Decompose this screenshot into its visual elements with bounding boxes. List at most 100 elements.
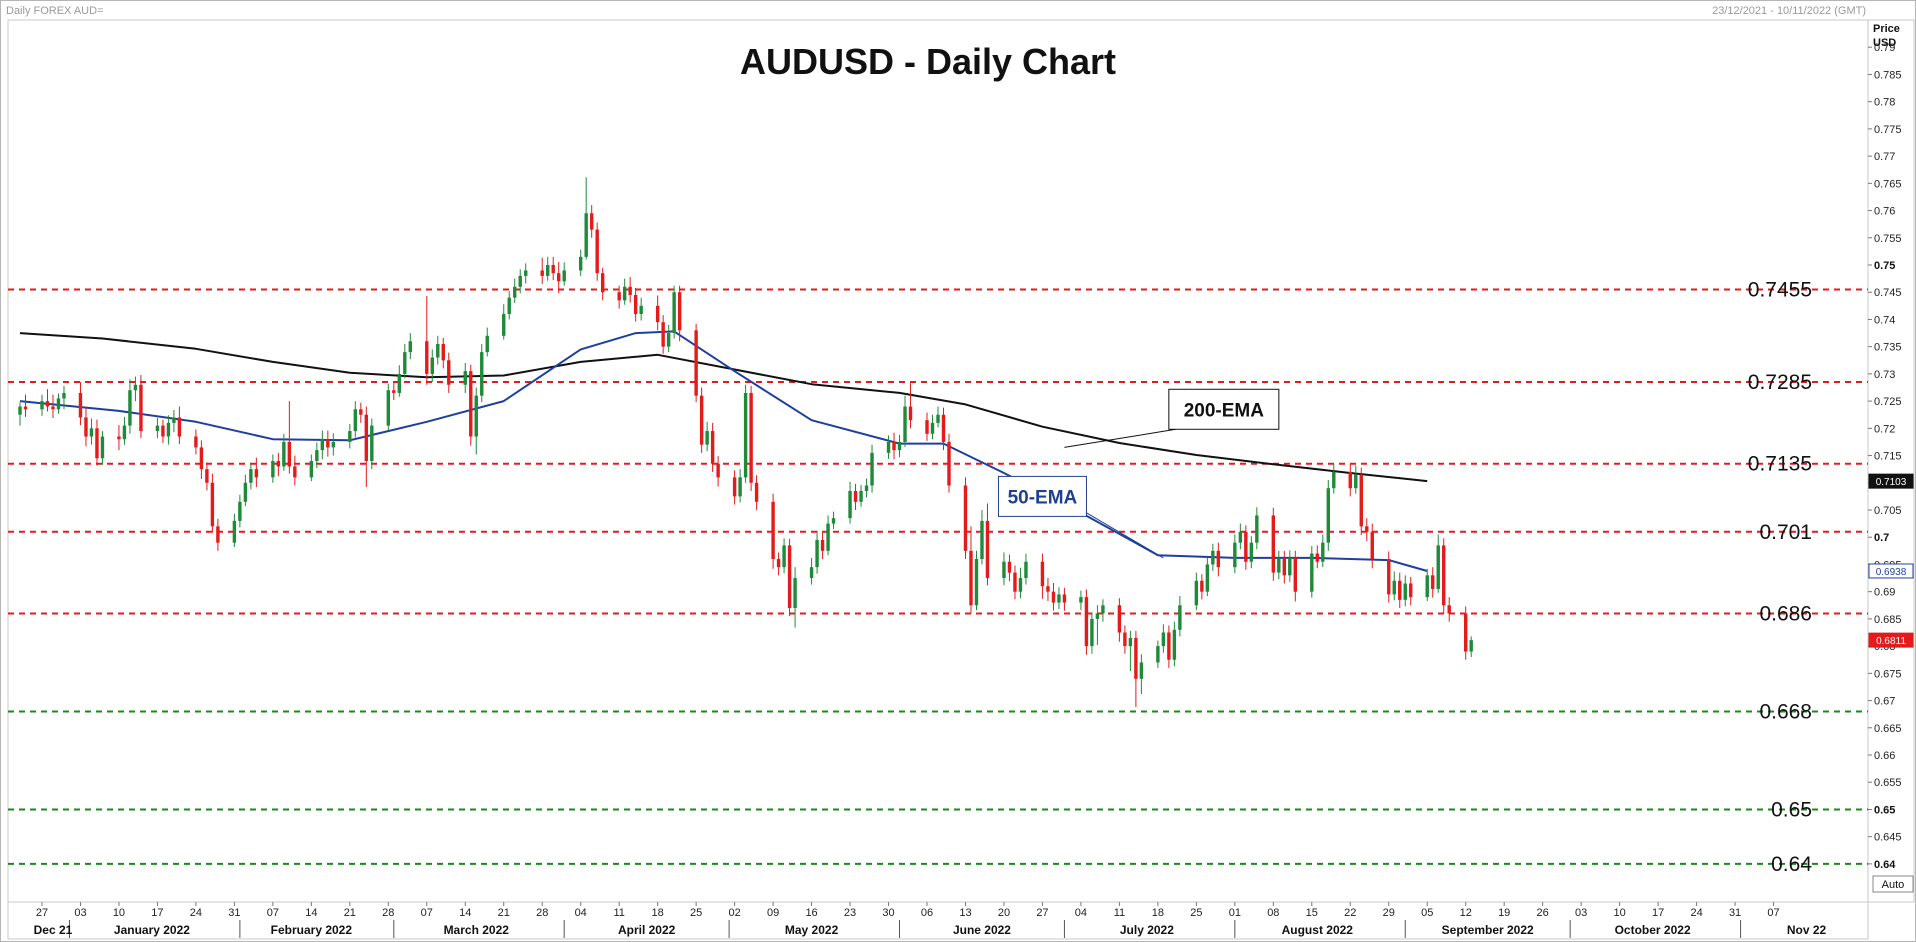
candle-body xyxy=(1167,632,1171,660)
month-label: October 2022 xyxy=(1615,923,1691,937)
time-tick-label: 24 xyxy=(1690,907,1702,919)
candle xyxy=(743,384,748,483)
time-tick-label: 04 xyxy=(1075,907,1087,919)
candle-body xyxy=(1024,561,1028,579)
candle-body xyxy=(1282,559,1287,576)
candle-body xyxy=(45,401,50,407)
candle-body xyxy=(447,360,451,385)
candle-body xyxy=(1161,632,1166,647)
candle-body xyxy=(194,436,198,448)
candle-body xyxy=(655,305,660,323)
candle-body xyxy=(469,371,473,437)
candle xyxy=(820,531,825,559)
candle-body xyxy=(666,333,671,347)
candle-body xyxy=(441,343,445,361)
candle xyxy=(1354,465,1358,494)
candle-body xyxy=(56,398,61,410)
candle xyxy=(1205,557,1210,597)
candle xyxy=(1057,587,1061,610)
candle xyxy=(513,278,517,304)
candle-body xyxy=(353,409,358,432)
candle xyxy=(1403,575,1407,607)
candle-body xyxy=(95,428,99,459)
candle xyxy=(1062,587,1067,611)
candle xyxy=(155,417,160,439)
time-tick-label: 31 xyxy=(228,907,240,919)
candle-body xyxy=(177,417,182,437)
candle-body xyxy=(1398,580,1402,600)
time-tick-label: 30 xyxy=(882,907,894,919)
candle xyxy=(716,456,720,487)
candle xyxy=(815,530,819,574)
candle xyxy=(694,323,698,403)
time-tick-label: 23 xyxy=(844,907,856,919)
candle xyxy=(1255,507,1259,550)
price-tick-label: 0.675 xyxy=(1874,668,1902,680)
candle xyxy=(1002,552,1006,586)
candle xyxy=(1392,571,1396,601)
price-axis-unit: USD xyxy=(1873,37,1896,49)
candle-body xyxy=(161,425,165,437)
candle xyxy=(315,442,319,469)
candle-body xyxy=(1464,613,1468,652)
time-tick-label: 17 xyxy=(1652,907,1664,919)
candle-body xyxy=(622,286,627,301)
time-tick-label: 26 xyxy=(1537,907,1549,919)
candle xyxy=(793,567,797,628)
candle xyxy=(293,455,297,486)
candle xyxy=(436,335,440,365)
candle xyxy=(639,297,643,321)
candle xyxy=(271,454,275,483)
candle-body xyxy=(925,420,929,434)
candle xyxy=(282,433,286,471)
auto-scale-label: Auto xyxy=(1882,879,1905,891)
candle-body xyxy=(474,395,478,437)
candle xyxy=(386,383,391,430)
auto-scale-button[interactable] xyxy=(1872,875,1914,893)
candle xyxy=(133,376,138,402)
candle-body xyxy=(1057,594,1061,603)
candle xyxy=(1425,568,1429,601)
price-tick-label: 0.705 xyxy=(1874,505,1902,517)
candle xyxy=(782,538,786,574)
candle xyxy=(309,454,314,482)
ema50-price-tag xyxy=(1868,563,1914,579)
candle-body xyxy=(1425,575,1429,598)
candle-body xyxy=(216,526,220,543)
month-label: April 2022 xyxy=(618,923,676,937)
time-tick-label: 28 xyxy=(382,907,394,919)
candle-body xyxy=(1326,488,1330,543)
candle xyxy=(1277,550,1281,580)
month-label: September 2022 xyxy=(1442,923,1534,937)
candle xyxy=(216,518,220,551)
candle-body xyxy=(210,482,215,527)
candle-body xyxy=(820,539,825,551)
candle-body xyxy=(716,463,720,478)
time-axis-panel xyxy=(7,901,1869,940)
candle-body xyxy=(1293,557,1298,592)
candle-body xyxy=(199,447,204,470)
price-tick-label: 0.645 xyxy=(1874,832,1902,844)
candle-body xyxy=(205,469,209,483)
candle-body xyxy=(397,373,401,393)
candle xyxy=(1101,599,1105,622)
price-tick-label: 0.665 xyxy=(1874,723,1902,735)
candle xyxy=(540,257,544,285)
price-tick-label: 0.685 xyxy=(1874,614,1902,626)
price-tick-label: 0.75 xyxy=(1874,260,1895,272)
candle-body xyxy=(936,414,940,423)
support-level-label: 0.64 xyxy=(1771,853,1812,876)
candle xyxy=(139,374,143,439)
candle-body xyxy=(562,270,566,282)
candle-body xyxy=(408,341,412,353)
candle xyxy=(441,337,445,369)
candle-body xyxy=(1139,662,1144,679)
candle xyxy=(1359,467,1363,536)
support-level-label: 0.65 xyxy=(1771,798,1812,821)
candle xyxy=(408,333,412,360)
candle-body xyxy=(639,305,643,314)
candle xyxy=(557,261,561,294)
candle-body xyxy=(1233,542,1237,568)
candle-body xyxy=(238,501,242,521)
candle xyxy=(1178,596,1182,637)
